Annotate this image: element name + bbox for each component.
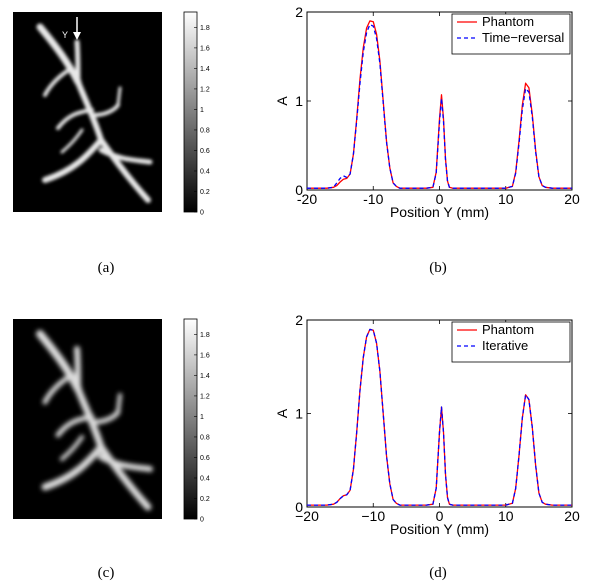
legend-label: Phantom xyxy=(482,322,534,337)
vessel-tree xyxy=(36,23,153,203)
position-arrow-head xyxy=(73,32,81,40)
colorbar-tick-label: 1 xyxy=(200,107,204,114)
y-axis-label: A xyxy=(274,96,290,106)
colorbar-tick-label: 0.8 xyxy=(200,127,210,134)
colorbar-tick-label: 1.6 xyxy=(200,352,210,359)
colorbar-c xyxy=(183,318,198,520)
panel-c: 1.8 1.6 1.4 1.2 1 0.8 0.6 0.4 0.2 0 (c) xyxy=(13,318,210,581)
colorbar-tick-label: 0.2 xyxy=(200,496,210,503)
colorbar-tick-label: 1.6 xyxy=(200,45,210,52)
colorbar-tick-label: 0.6 xyxy=(200,148,210,155)
colorbar-tick-label: 1.2 xyxy=(200,86,210,93)
arrow-label-y: Y xyxy=(62,30,68,40)
colorbar-tick-label: 0 xyxy=(200,210,204,217)
vessel-tree-reconstructed xyxy=(36,330,153,511)
x-tick-label: -10 xyxy=(363,191,383,207)
y-axis-label: A xyxy=(274,408,290,418)
panel-a: Y 1.8 1.6 1.4 1.2 1 0.8 0.6 0.4 0.2 0 (a) xyxy=(13,11,210,276)
colorbar-tick-label: 0.8 xyxy=(200,434,210,441)
x-tick-label: -20 xyxy=(297,191,317,207)
colorbar-a xyxy=(183,11,198,213)
colorbar-tick-label: 0.6 xyxy=(200,455,210,462)
chart-b: -20 -10 0 10 20 0 1 2 Position Y (mm) A PhantomTim… xyxy=(274,4,580,220)
colorbar-tick-label: 0.2 xyxy=(200,189,210,196)
panel-b: -20 -10 0 10 20 0 1 2 Position Y (mm) A PhantomTim… xyxy=(274,4,580,276)
series-line xyxy=(307,23,572,189)
legend-label: Phantom xyxy=(482,14,534,29)
colorbar-tick-label: 1.8 xyxy=(200,332,210,339)
colorbar-tick-label: 0.4 xyxy=(200,168,210,175)
x-axis-label: Position Y (mm) xyxy=(390,521,489,537)
y-tick-label: 2 xyxy=(295,4,303,20)
legend-label: Time−reversal xyxy=(482,30,564,45)
colorbar-ticks-c: 1.8 1.6 1.4 1.2 1 0.8 0.6 0.4 0.2 0 xyxy=(194,332,210,524)
y-tick-label: 0 xyxy=(295,499,303,515)
x-tick-label: 20 xyxy=(564,508,580,524)
legend xyxy=(451,321,571,363)
x-tick-label: 0 xyxy=(436,191,444,207)
colorbar-tick-label: 0 xyxy=(200,517,204,524)
legend-label: Iterative xyxy=(482,338,528,353)
colorbar-ticks-a: 1.8 1.6 1.4 1.2 1 0.8 0.6 0.4 0.2 0 xyxy=(194,25,210,217)
y-tick-label: 0 xyxy=(295,182,303,198)
caption-d: (d) xyxy=(429,565,447,581)
caption-c: (c) xyxy=(98,565,115,581)
chart-d: −20 −10 0 10 20 0 1 2 Position Y (mm) A PhantomIte… xyxy=(274,312,580,537)
series-line xyxy=(307,328,572,506)
y-tick-label: 1 xyxy=(295,93,303,109)
x-tick-label: −10 xyxy=(361,508,385,524)
x-tick-label: −20 xyxy=(295,508,319,524)
panel-d: −20 −10 0 10 20 0 1 2 Position Y (mm) A PhantomIte… xyxy=(274,312,580,581)
caption-b: (b) xyxy=(429,260,447,276)
y-tick-label: 1 xyxy=(295,406,303,422)
legend xyxy=(451,13,571,55)
x-tick-label: 0 xyxy=(436,508,444,524)
caption-a: (a) xyxy=(98,260,115,276)
colorbar-tick-label: 0.4 xyxy=(200,475,210,482)
x-axis-label: Position Y (mm) xyxy=(390,204,489,220)
colorbar-tick-label: 1.4 xyxy=(200,66,210,73)
y-tick-label: 2 xyxy=(295,312,303,328)
colorbar-tick-label: 1.4 xyxy=(200,373,210,380)
x-tick-label: 10 xyxy=(498,191,514,207)
x-tick-label: 20 xyxy=(564,191,580,207)
x-tick-label: 10 xyxy=(498,508,514,524)
colorbar-tick-label: 1 xyxy=(200,414,204,421)
colorbar-tick-label: 1.2 xyxy=(200,393,210,400)
colorbar-tick-label: 1.8 xyxy=(200,25,210,32)
